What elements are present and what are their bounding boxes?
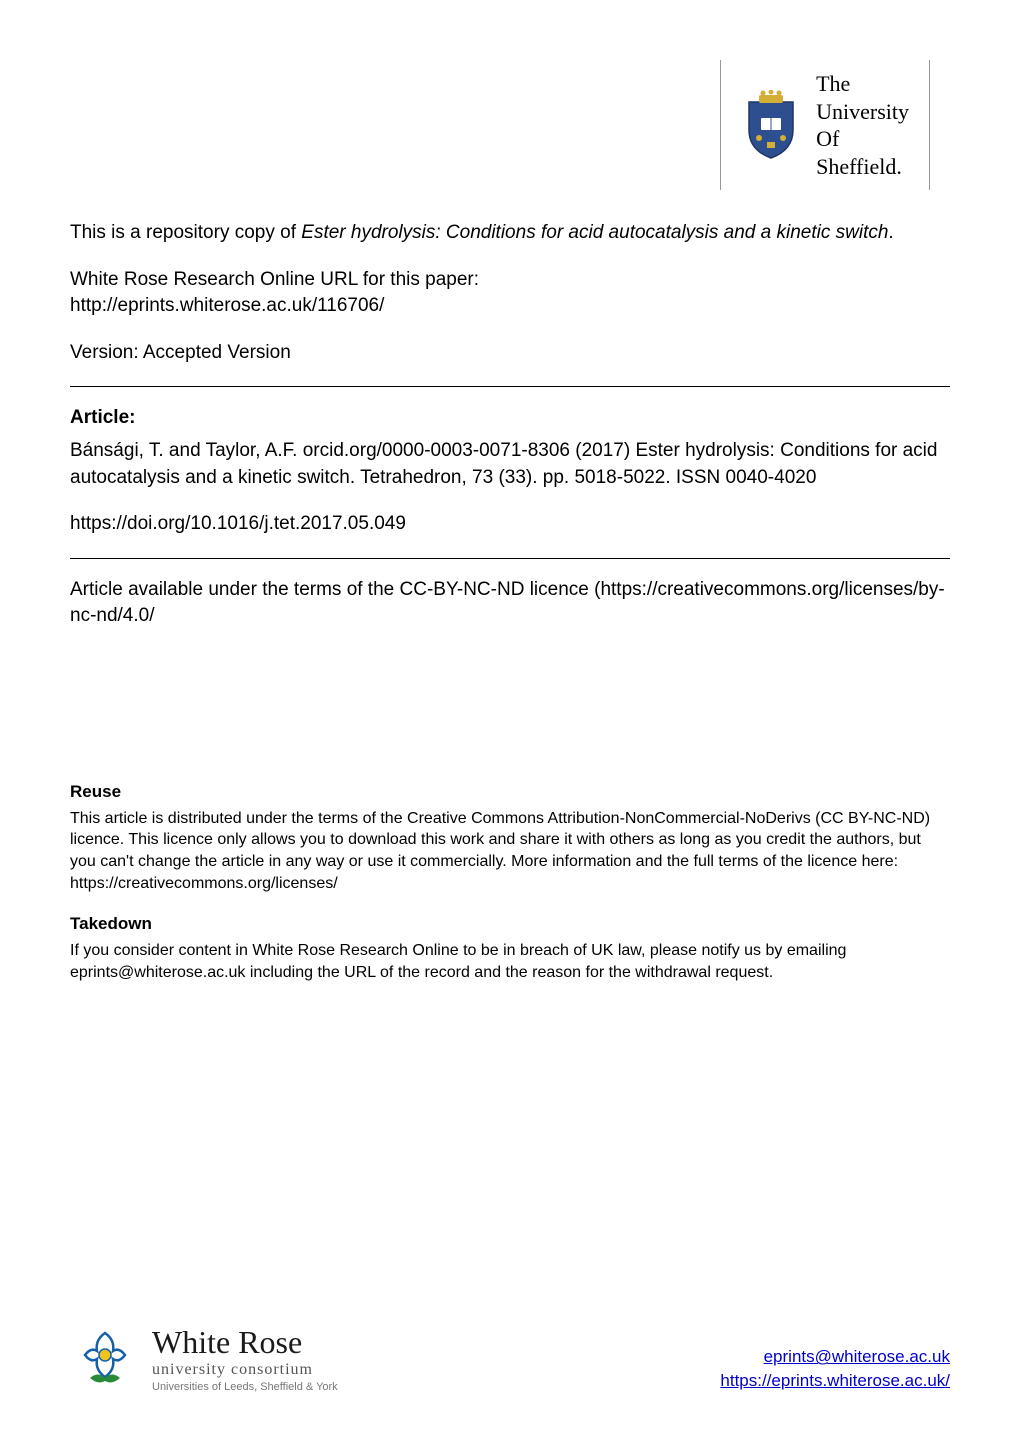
version-line: Version: Accepted Version xyxy=(70,340,950,367)
intro-paragraph: This is a repository copy of Ester hydro… xyxy=(70,220,950,247)
reuse-text: This article is distributed under the te… xyxy=(70,808,950,894)
university-crest-icon xyxy=(741,90,801,160)
divider-2 xyxy=(70,558,950,559)
university-logo-box: The University Of Sheffield. xyxy=(720,60,930,190)
reuse-section: Reuse This article is distributed under … xyxy=(70,780,950,983)
uni-line3: Of xyxy=(816,125,909,153)
intro-suffix: . xyxy=(888,222,893,243)
takedown-text: If you consider content in White Rose Re… xyxy=(70,940,950,983)
white-rose-title: White Rose xyxy=(152,1324,338,1361)
licence-note: Article available under the terms of the… xyxy=(70,577,950,630)
consortium-text: White Rose university consortium Univers… xyxy=(152,1324,338,1393)
uni-line2: University xyxy=(816,98,909,126)
reuse-heading: Reuse xyxy=(70,780,950,804)
footer: White Rose university consortium Univers… xyxy=(70,1323,950,1393)
header-logo-section: The University Of Sheffield. xyxy=(70,60,930,190)
article-heading: Article: xyxy=(70,405,950,432)
takedown-heading: Takedown xyxy=(70,912,950,936)
article-doi: https://doi.org/10.1016/j.tet.2017.05.04… xyxy=(70,511,950,538)
footer-email-link[interactable]: eprints@whiterose.ac.uk xyxy=(764,1347,950,1366)
paper-url: http://eprints.whiterose.ac.uk/116706/ xyxy=(70,295,384,316)
intro-prefix: This is a repository copy of xyxy=(70,222,301,243)
university-name: The University Of Sheffield. xyxy=(816,70,909,180)
footer-site-link[interactable]: https://eprints.whiterose.ac.uk/ xyxy=(720,1371,950,1390)
url-block: White Rose Research Online URL for this … xyxy=(70,267,950,320)
uni-line1: The xyxy=(816,70,909,98)
paper-title: Ester hydrolysis: Conditions for acid au… xyxy=(301,222,888,243)
white-rose-logo: White Rose university consortium Univers… xyxy=(70,1323,338,1393)
url-label: White Rose Research Online URL for this … xyxy=(70,269,479,290)
uni-line4: Sheffield. xyxy=(816,153,909,181)
main-content: This is a repository copy of Ester hydro… xyxy=(70,220,950,983)
footer-links: eprints@whiterose.ac.uk https://eprints.… xyxy=(720,1345,950,1393)
white-rose-icon xyxy=(70,1323,140,1393)
divider-1 xyxy=(70,386,950,387)
white-rose-universities: Universities of Leeds, Sheffield & York xyxy=(152,1381,338,1393)
article-citation: Bánsági, T. and Taylor, A.F. orcid.org/0… xyxy=(70,438,950,491)
white-rose-subtitle: university consortium xyxy=(152,1361,338,1379)
